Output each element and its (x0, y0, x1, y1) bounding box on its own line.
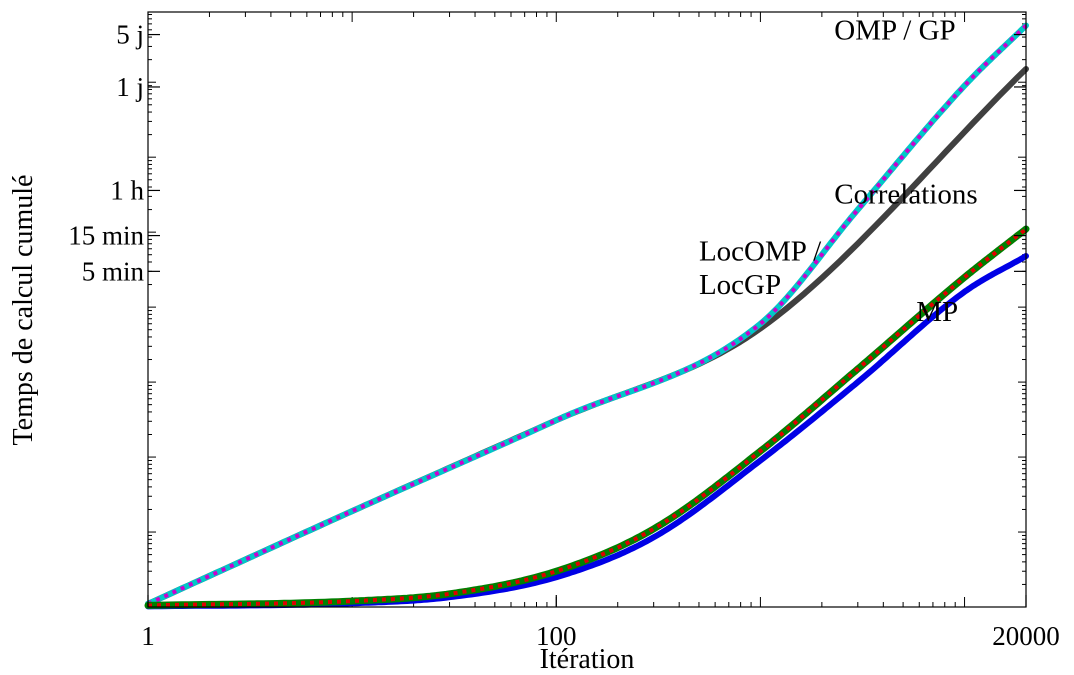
annotation-label: Correlations (834, 179, 977, 211)
annotation-label: LocOMP / (699, 235, 822, 267)
y-tick-labels: 5 min 15 min 1 h 1 j 5 j (68, 20, 1026, 286)
x-tick-label: 20000 (992, 621, 1060, 651)
x-tick-label: 100 (536, 621, 577, 651)
x-tick-label: 1 (141, 621, 155, 651)
series-line-gp (147, 24, 1028, 606)
series-group (144, 22, 1030, 610)
x-tick-labels: 1 100 20000 (141, 595, 1060, 651)
series-line-locomp (144, 225, 1030, 609)
axis-ticks (147, 12, 1027, 608)
y-tick-label: 1 j (116, 72, 144, 102)
series-line-omp (145, 22, 1029, 607)
y-tick-label: 15 min (68, 221, 144, 251)
annotation-label: LocGP (699, 269, 781, 301)
annotations: OMP / GP Correlations LocOMP /LocGP MP (699, 15, 978, 329)
y-axis-title: Temps de calcul cumulé (8, 175, 39, 446)
plot-frame (147, 11, 1027, 608)
y-tick-label: 5 j (116, 20, 144, 50)
series-line-mp (145, 253, 1029, 610)
series-line-locgp (147, 227, 1028, 608)
annotation-label: MP (916, 296, 958, 328)
x-axis-title: Itération (540, 644, 635, 675)
y-tick-label: 1 h (110, 175, 144, 205)
y-tick-label: 5 min (82, 256, 145, 286)
annotation-label: OMP / GP (834, 15, 955, 47)
